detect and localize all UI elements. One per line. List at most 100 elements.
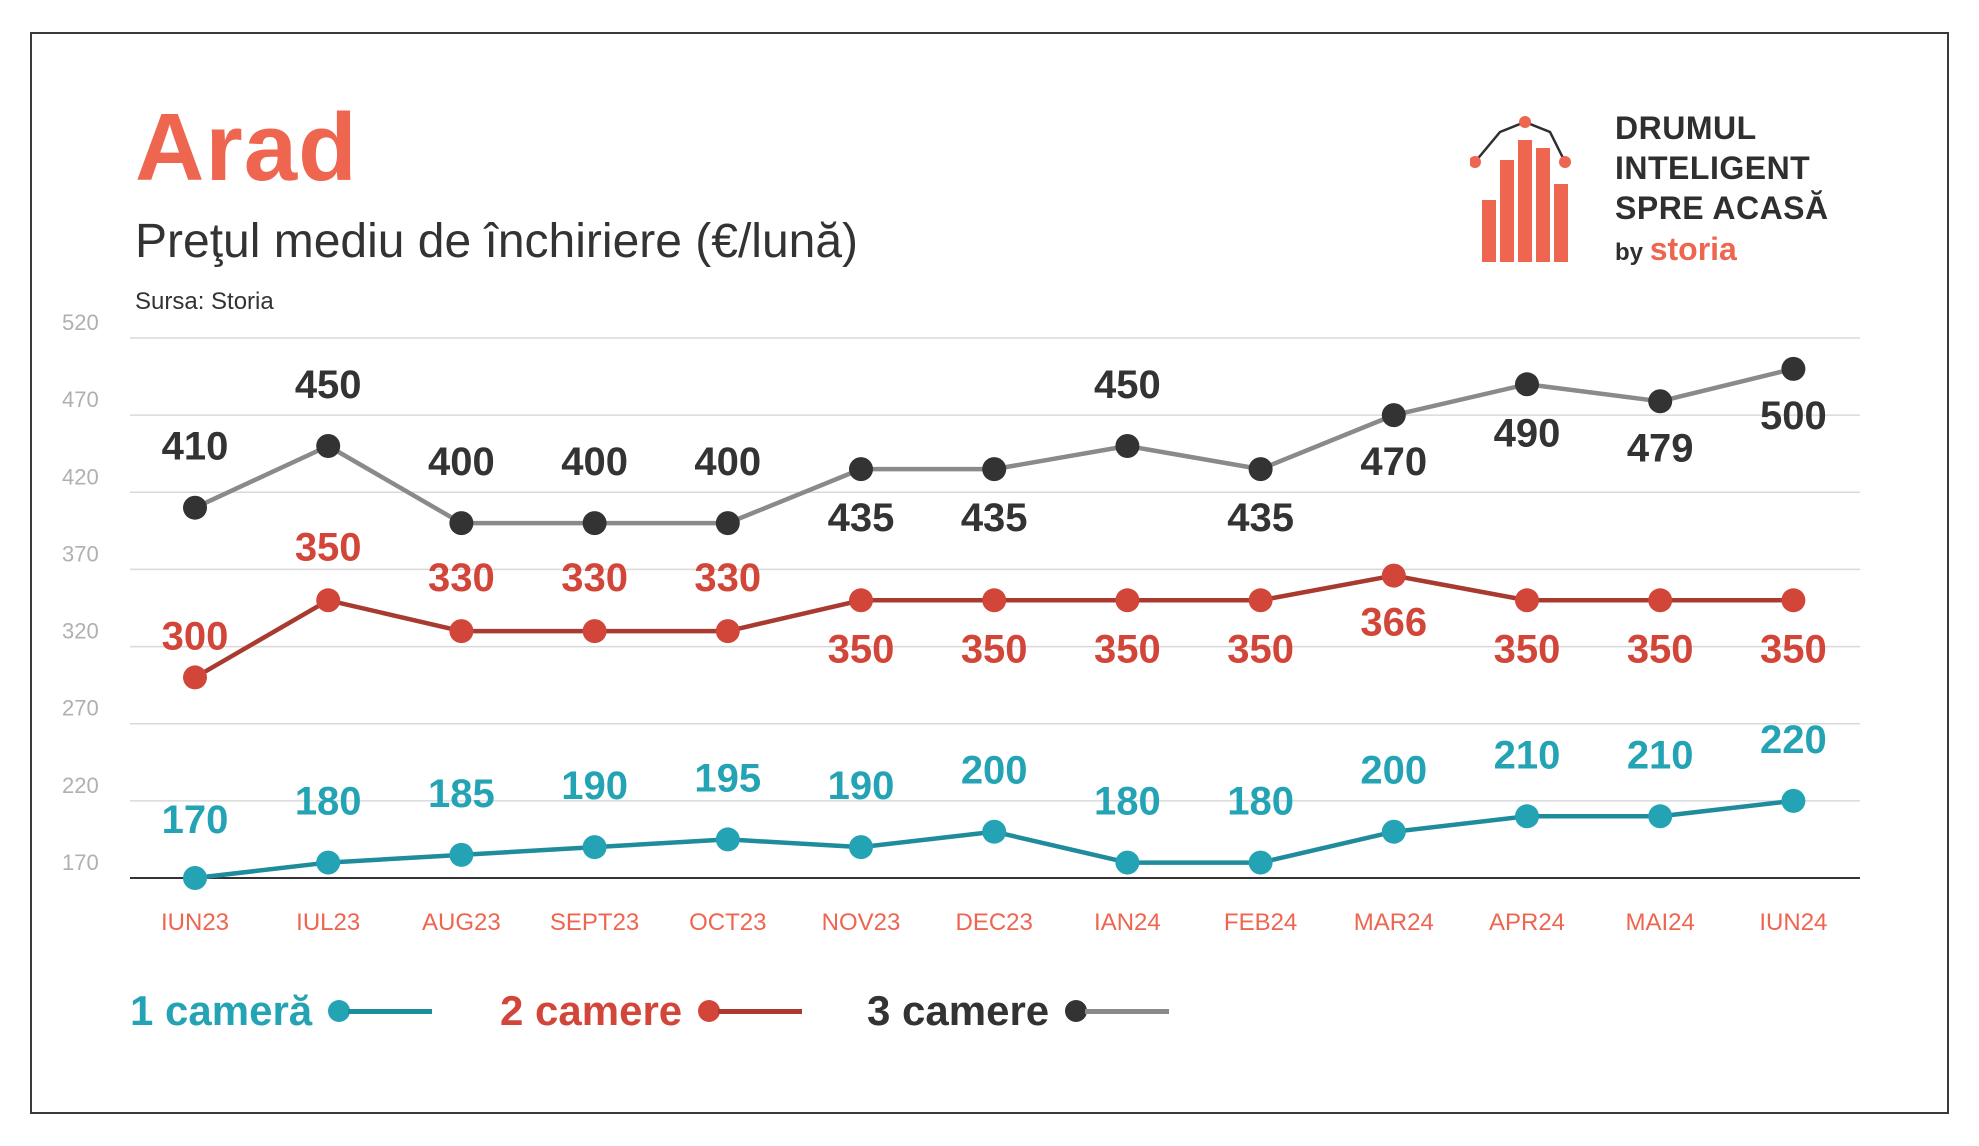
x-axis-ticks: IUN23 IUL23 AUG23 SEPT23 OCT23 NOV23 DEC23 IAN2… [161, 909, 1827, 936]
data-point-three-rooms [1248, 457, 1273, 482]
legend-line-two-rooms [718, 1008, 803, 1014]
data-point-three-rooms [183, 495, 207, 520]
legend-label-three-rooms: 3 camere [867, 987, 1050, 1034]
data-label-one-room: 210 [1494, 733, 1561, 777]
data-point-two-rooms [449, 619, 474, 644]
data-label-three-rooms: 410 [162, 425, 229, 469]
data-point-one-room [982, 819, 1007, 844]
data-point-two-rooms [849, 588, 873, 613]
data-point-two-rooms [316, 588, 341, 613]
data-label-one-room: 200 [1360, 749, 1427, 793]
data-point-one-room [1381, 819, 1406, 844]
data-label-three-rooms: 450 [295, 363, 362, 407]
x-tick-label: IUN23 [161, 909, 229, 936]
y-tick-label: 320 [62, 619, 99, 644]
chart-subtitle: Preţul mediu de închiriere (€/lună) [135, 215, 859, 268]
data-label-one-room: 190 [828, 764, 895, 808]
data-point-one-room [183, 866, 207, 890]
data-point-two-rooms [183, 665, 207, 690]
data-point-one-room [1115, 850, 1140, 875]
grid-lines [130, 337, 1860, 879]
series-points [183, 356, 1806, 890]
x-tick-label: AUG23 [422, 909, 501, 936]
y-axis-ticks: 170 220 270 320 370 420 470 520 [62, 310, 99, 875]
data-point-three-rooms [449, 511, 474, 536]
logo-brand: storia [1649, 231, 1737, 267]
x-tick-label: DEC23 [956, 909, 1033, 936]
data-label-two-rooms: 330 [561, 556, 628, 600]
data-point-two-rooms [1648, 588, 1673, 613]
data-label-one-room: 185 [428, 772, 495, 816]
data-point-two-rooms [1381, 563, 1406, 588]
storia-logo: DRUMUL INTELIGENT SPRE ACASĂ by storia [1469, 100, 1870, 270]
data-label-three-rooms: 470 [1360, 440, 1427, 484]
y-tick-label: 270 [62, 696, 99, 721]
data-label-three-rooms: 490 [1494, 411, 1561, 455]
legend-item-three-rooms: 3 camere [867, 987, 1170, 1034]
y-tick-label: 520 [62, 310, 99, 335]
data-point-two-rooms [1248, 588, 1273, 613]
logo-byline: by storia [1615, 233, 1737, 265]
data-label-three-rooms: 500 [1760, 394, 1827, 438]
data-label-two-rooms: 300 [162, 614, 229, 658]
data-label-two-rooms: 350 [1494, 627, 1561, 671]
data-point-two-rooms [582, 619, 607, 644]
data-label-one-room: 190 [561, 764, 628, 808]
legend-label-two-rooms: 2 camere [500, 987, 683, 1034]
data-label-three-rooms: 400 [428, 440, 495, 484]
y-tick-label: 170 [62, 850, 99, 875]
legend-line-one-room [348, 1008, 433, 1014]
data-label-two-rooms: 350 [295, 525, 362, 569]
y-tick-label: 420 [62, 464, 99, 489]
data-point-three-rooms [849, 457, 873, 482]
x-tick-label: IUL23 [296, 909, 360, 936]
data-label-two-rooms: 366 [1360, 601, 1427, 645]
x-tick-label: IAN24 [1094, 909, 1161, 936]
legend-line-three-rooms [1085, 1008, 1170, 1014]
data-label-one-room: 180 [1094, 780, 1161, 824]
x-tick-label: NOV23 [822, 909, 901, 936]
data-point-one-room [316, 850, 341, 875]
legend-label-one-room: 1 cameră [130, 987, 313, 1034]
x-tick-label: SEPT23 [550, 909, 639, 936]
chart-title: Arad [135, 94, 358, 201]
y-tick-label: 370 [62, 541, 99, 566]
legend-item-one-room: 1 cameră [130, 987, 433, 1034]
data-point-three-rooms [1115, 434, 1140, 458]
x-tick-label: OCT23 [689, 909, 766, 936]
data-label-two-rooms: 350 [1760, 627, 1827, 671]
data-point-one-room [449, 842, 474, 867]
data-label-three-rooms: 400 [561, 440, 628, 484]
data-point-one-room [582, 835, 607, 860]
data-point-two-rooms [982, 588, 1007, 613]
data-label-two-rooms: 350 [1094, 627, 1161, 671]
logo-line-2: INTELIGENT [1615, 150, 1811, 186]
data-label-one-room: 180 [295, 780, 362, 824]
data-label-three-rooms: 435 [828, 496, 895, 540]
data-point-one-room [715, 827, 740, 852]
data-label-two-rooms: 330 [428, 556, 495, 600]
data-point-one-room [1515, 804, 1539, 829]
data-point-three-rooms [1648, 389, 1673, 414]
data-point-one-room [849, 835, 873, 860]
data-point-three-rooms [582, 511, 607, 536]
data-label-one-room: 200 [961, 749, 1028, 793]
data-label-three-rooms: 450 [1094, 363, 1161, 407]
legend-marker-three-rooms [1065, 1000, 1088, 1022]
x-tick-label: APR24 [1489, 909, 1565, 936]
data-point-one-room [1781, 788, 1806, 813]
data-labels: 170 180 185 190 195 190 200 180 180 200 210 210 220 3… [162, 363, 1827, 842]
chart-source: Sursa: Storia [135, 288, 274, 315]
data-label-one-room: 195 [694, 756, 761, 800]
data-label-two-rooms: 350 [1627, 627, 1694, 671]
data-label-two-rooms: 350 [828, 627, 895, 671]
data-point-two-rooms [1781, 588, 1806, 613]
legend-marker-one-room [328, 1000, 351, 1022]
data-label-three-rooms: 479 [1627, 426, 1694, 470]
data-point-two-rooms [715, 619, 740, 644]
data-label-one-room: 220 [1760, 718, 1827, 762]
data-label-two-rooms: 330 [694, 556, 761, 600]
x-tick-label: MAR24 [1354, 909, 1434, 936]
y-tick-label: 470 [62, 387, 99, 412]
